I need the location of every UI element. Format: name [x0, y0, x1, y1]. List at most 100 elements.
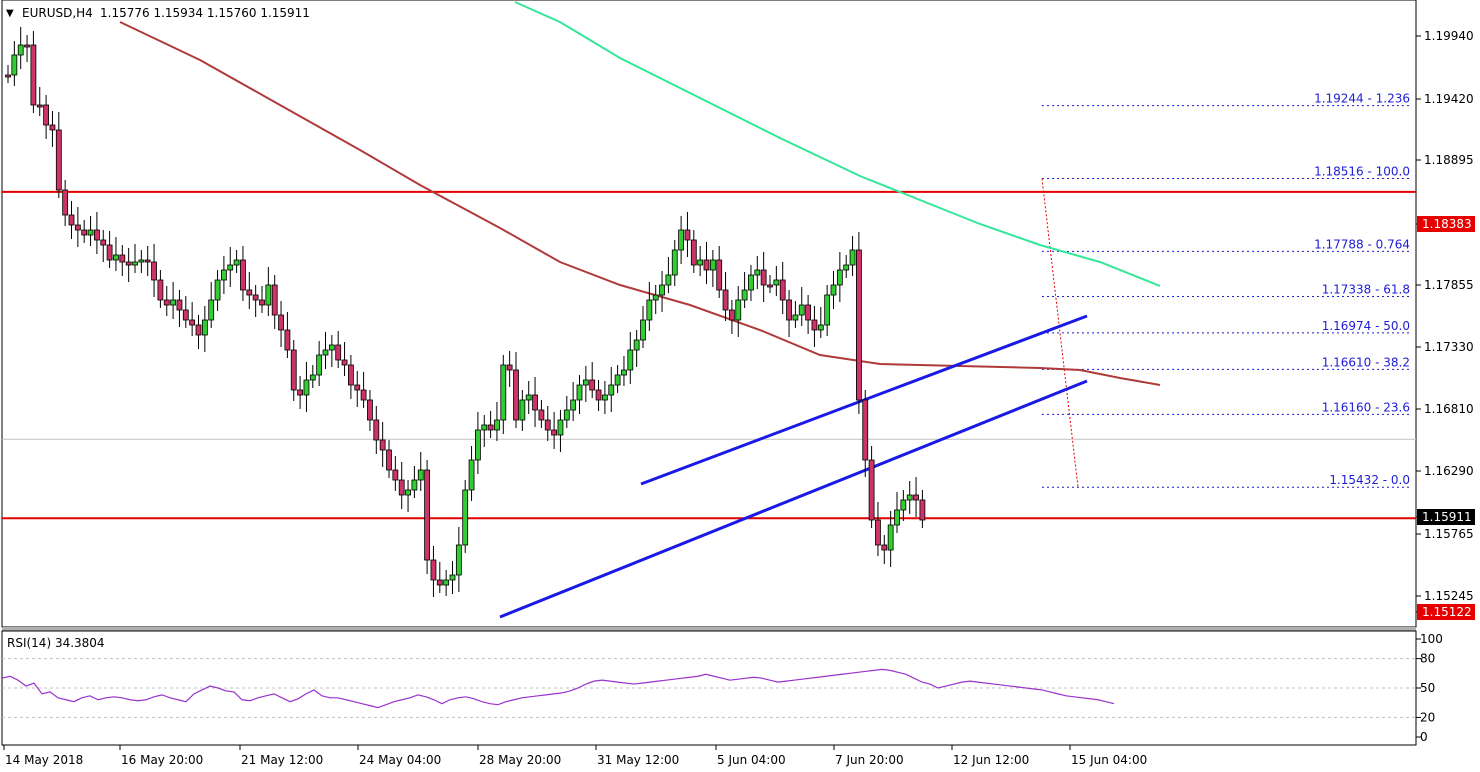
- bullish-candle: [754, 269, 761, 276]
- bullish-candle: [220, 269, 227, 281]
- bearish-candle: [341, 359, 348, 366]
- bullish-candle: [849, 249, 856, 266]
- bullish-candle: [576, 384, 583, 401]
- time-axis-label: 5 Jun 04:00: [717, 753, 786, 767]
- bearish-candle: [506, 364, 513, 371]
- bullish-candle: [773, 279, 780, 286]
- fib-level-label: 1.17338 - 61.8: [1322, 282, 1410, 296]
- bearish-candle: [786, 299, 792, 321]
- rsi-axis-label: 20: [1420, 710, 1435, 724]
- bearish-candle: [176, 299, 183, 311]
- bearish-candle: [703, 259, 710, 271]
- bearish-candle: [589, 379, 596, 391]
- bearish-candle: [290, 349, 297, 391]
- bullish-candle: [328, 344, 335, 351]
- bearish-candle: [284, 329, 291, 351]
- bearish-candle: [335, 344, 342, 361]
- slow-moving-average-line: [514, 1, 1161, 287]
- bullish-candle: [481, 424, 488, 431]
- bullish-candle: [792, 314, 799, 321]
- bullish-candle: [494, 419, 500, 431]
- trendlines[interactable]: [499, 314, 1088, 619]
- bearish-candle: [379, 439, 386, 451]
- bearish-candle: [373, 419, 380, 441]
- rsi-axis-label: 100: [1420, 632, 1443, 646]
- bearish-candle: [919, 499, 926, 521]
- price-axis-label: 1.15765: [1424, 527, 1474, 541]
- bearish-candle: [125, 261, 132, 266]
- bullish-candle: [640, 319, 646, 341]
- bullish-candle: [468, 459, 475, 491]
- price-level-tag-label: 1.15122: [1422, 605, 1472, 619]
- bearish-candle: [74, 224, 81, 231]
- bearish-candle: [151, 261, 157, 281]
- bullish-candle: [627, 349, 634, 371]
- bullish-candle: [798, 304, 805, 316]
- bearish-candle: [862, 399, 869, 461]
- time-axis-label: 16 May 20:00: [121, 753, 203, 767]
- bearish-candle: [240, 259, 246, 291]
- fib-level-label: 1.18516 - 100.0: [1314, 165, 1410, 179]
- bearish-candle: [767, 284, 773, 288]
- fib-level-label: 1.16610 - 38.2: [1322, 355, 1410, 369]
- time-axis-label: 24 May 04:00: [359, 753, 441, 767]
- bullish-candle: [138, 259, 145, 263]
- fib-level-label: 1.16160 - 23.6: [1322, 400, 1410, 414]
- bearish-candle: [259, 299, 265, 306]
- bearish-candle: [805, 304, 811, 321]
- bearish-candle: [252, 294, 259, 301]
- bullish-candle: [602, 394, 608, 401]
- bullish-candle: [633, 339, 640, 351]
- time-axis: 14 May 2018 16 May 20:00 21 May 12:00 24 Ma…: [3, 745, 1147, 767]
- bearish-candle: [360, 389, 367, 401]
- time-axis-label: 28 May 20:00: [479, 753, 561, 767]
- bullish-candle: [265, 284, 272, 306]
- bearish-candle: [386, 449, 392, 471]
- bearish-candle: [544, 419, 551, 431]
- panel-separator: [2, 627, 1416, 631]
- bullish-candle: [894, 509, 900, 526]
- bullish-candle: [309, 374, 316, 381]
- bearish-candle: [595, 389, 602, 401]
- bearish-candle: [195, 324, 202, 336]
- rsi-indicator: 100 80 50 20 0: [1, 632, 1443, 744]
- bullish-candle: [214, 279, 221, 301]
- rsi-label: RSI(14) 34.3804: [7, 636, 105, 650]
- bearish-candle: [392, 469, 399, 481]
- bearish-candle: [398, 479, 405, 496]
- bearish-candle: [722, 289, 729, 311]
- rsi-line: [1, 668, 1115, 709]
- current-price-tag-label: 1.15911: [1422, 510, 1472, 524]
- bullish-candle: [455, 544, 462, 576]
- bearish-candle: [81, 229, 88, 236]
- bearish-candle: [684, 229, 691, 241]
- bullish-candle: [563, 409, 570, 421]
- bullish-candle: [824, 294, 831, 326]
- bullish-candle: [500, 364, 507, 421]
- bullish-candle: [887, 524, 894, 551]
- bearish-candle: [163, 299, 170, 306]
- price-axis-label: 1.15245: [1424, 589, 1474, 603]
- price-axis-label: 1.16810: [1424, 402, 1474, 416]
- fib-level-label: 1.15432 - 0.0: [1329, 473, 1410, 487]
- rsi-axis-label: 0: [1420, 730, 1428, 744]
- bearish-candle: [24, 44, 30, 48]
- chart-symbol: EURUSD,H4: [22, 6, 93, 20]
- header-arrow-icon[interactable]: ▼: [6, 8, 14, 19]
- current-price-tag: [1417, 509, 1475, 525]
- bearish-candle: [551, 429, 557, 436]
- bullish-candle: [417, 469, 424, 481]
- bearish-candle: [106, 244, 113, 261]
- bullish-candle: [87, 229, 94, 236]
- fib-level-label: 1.16974 - 50.0: [1322, 319, 1410, 333]
- bullish-candle: [11, 54, 18, 76]
- bullish-candle: [678, 229, 684, 251]
- fib-level-label: 1.17788 - 0.764: [1314, 237, 1410, 251]
- bullish-candle: [322, 349, 329, 356]
- bullish-candle: [17, 44, 24, 56]
- bullish-candle: [621, 369, 627, 376]
- bearish-candle: [881, 544, 888, 551]
- time-axis-label: 7 Jun 20:00: [835, 753, 904, 767]
- bullish-candle: [741, 289, 748, 301]
